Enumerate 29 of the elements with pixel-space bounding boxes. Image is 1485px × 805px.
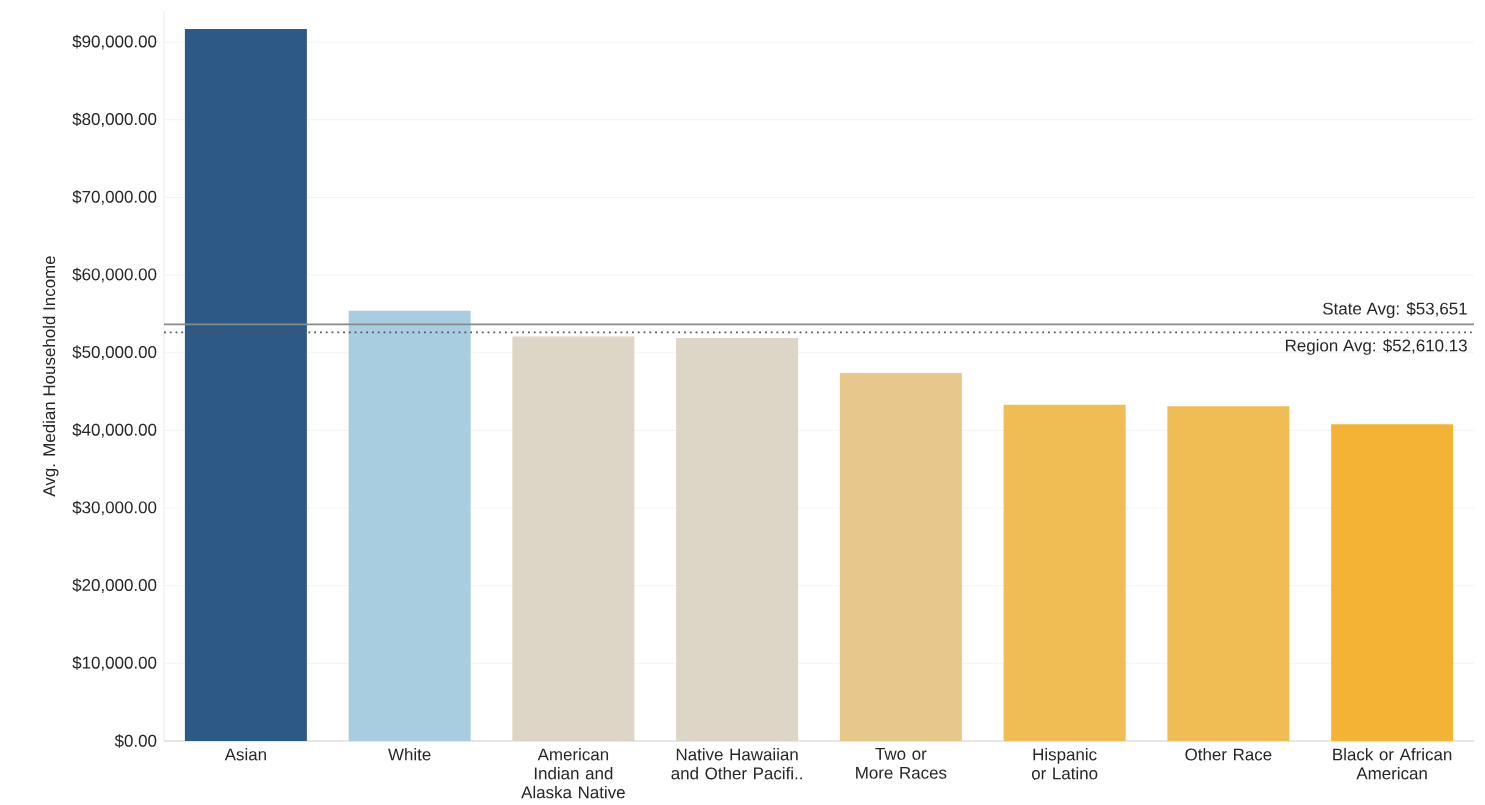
x-tick-label: American Indian and Alaska Native bbox=[521, 748, 625, 799]
y-tick-label: $40,000.00 bbox=[72, 423, 157, 438]
y-tick-label: $0.00 bbox=[114, 734, 157, 748]
bar bbox=[1167, 406, 1290, 742]
ref-line-label: State Avg: $53,651 bbox=[1323, 301, 1467, 318]
y-tick-label: $70,000.00 bbox=[72, 190, 157, 205]
bar bbox=[1003, 404, 1126, 742]
bar bbox=[512, 336, 635, 742]
y-tick-label: $20,000.00 bbox=[72, 578, 157, 594]
y-tick-label: $50,000.00 bbox=[72, 345, 157, 361]
ref-line-label: Region Avg: $52,610.13 bbox=[1285, 338, 1467, 355]
x-tick-label: Other Race bbox=[1185, 748, 1272, 761]
y-tick-label: $60,000.00 bbox=[72, 267, 157, 283]
x-tick-label: White bbox=[388, 748, 431, 761]
bar bbox=[839, 372, 962, 742]
y-tick-label: $30,000.00 bbox=[72, 500, 157, 516]
y-tick-label: $90,000.00 bbox=[72, 34, 157, 50]
bar bbox=[1331, 424, 1454, 742]
y-tick-label: $80,000.00 bbox=[72, 112, 157, 128]
x-tick-label: Hispanic or Latino bbox=[1031, 748, 1098, 780]
y-axis-title: Avg. Median Household Income bbox=[42, 256, 59, 497]
bar bbox=[348, 310, 471, 742]
x-tick-label: Two or More Races bbox=[856, 748, 947, 779]
y-tick-label: $10,000.00 bbox=[72, 656, 157, 671]
x-tick-label: Asian bbox=[224, 748, 266, 761]
x-tick-label: Black or African American bbox=[1333, 748, 1452, 780]
bar bbox=[184, 28, 307, 742]
x-tick-label: Native Hawaiian and Other Pacifi.. bbox=[671, 748, 802, 780]
bar bbox=[676, 337, 799, 742]
